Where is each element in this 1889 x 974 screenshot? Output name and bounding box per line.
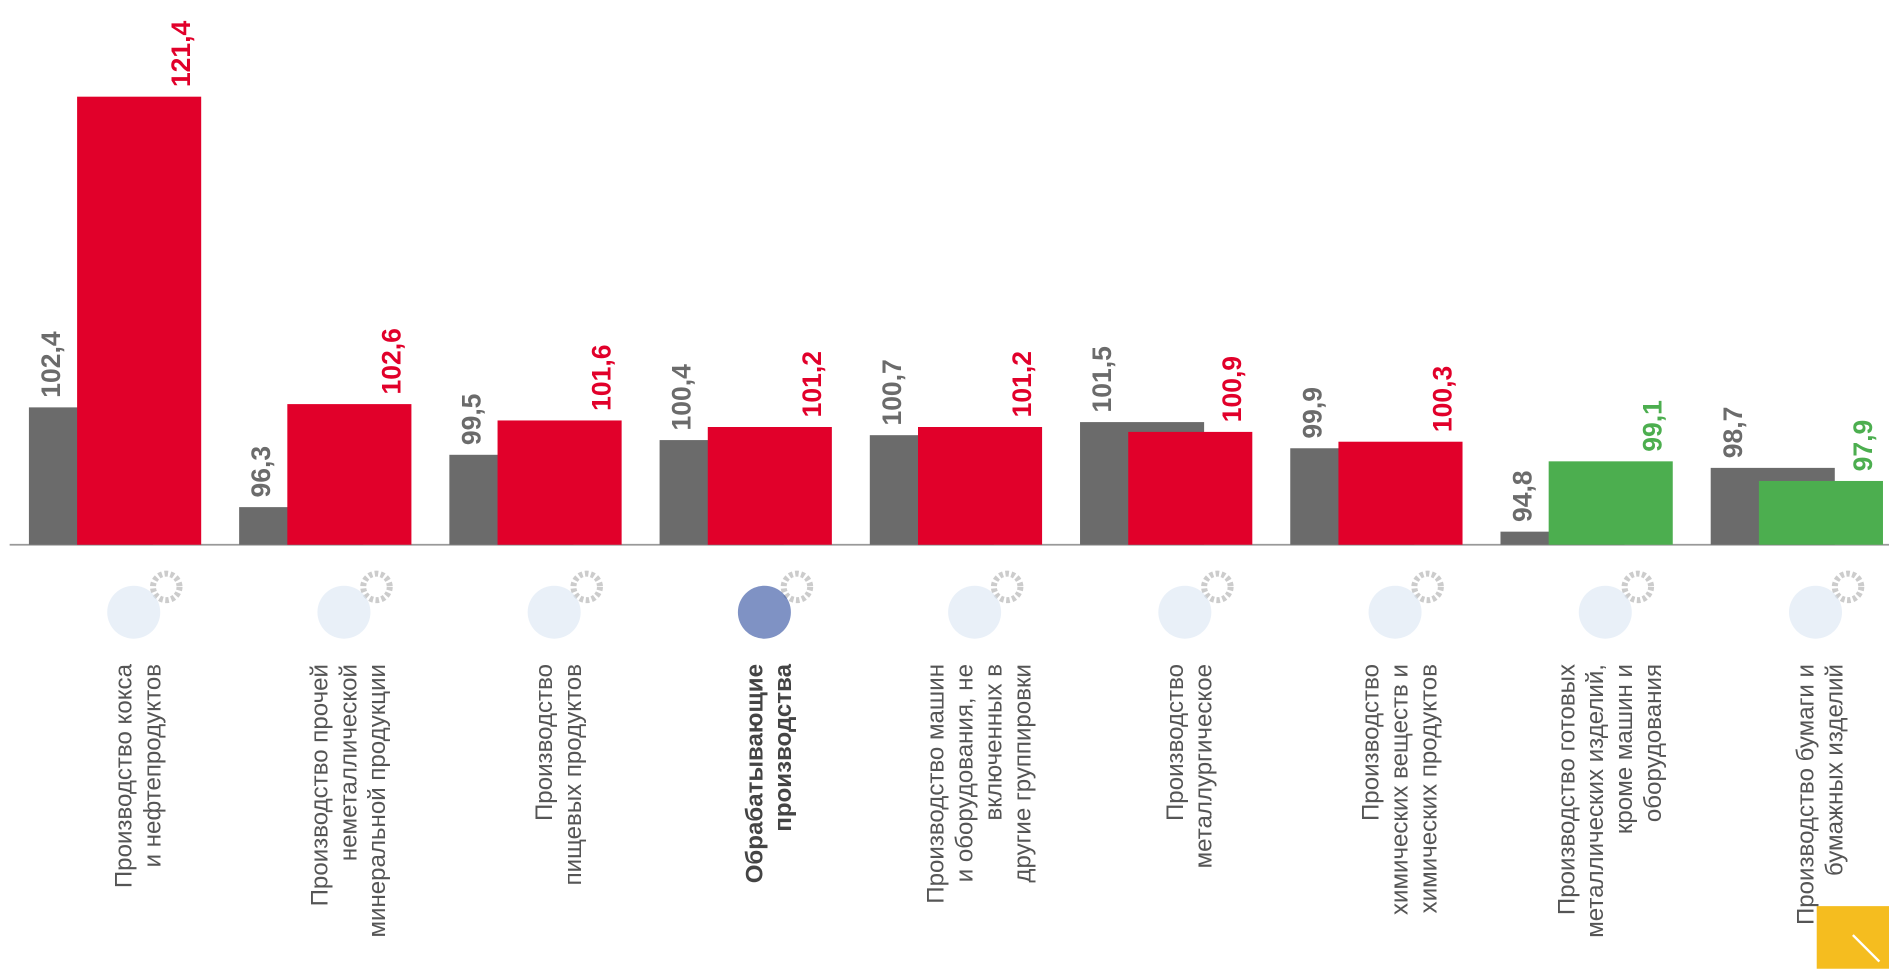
value-label: 121,4 xyxy=(166,20,196,87)
icon xyxy=(737,585,791,639)
category-label: химических веществ и xyxy=(1386,664,1413,915)
category-label: химических продуктов xyxy=(1415,664,1442,913)
category-label: оборудования xyxy=(1640,664,1667,822)
icon xyxy=(1368,585,1422,639)
category-label: Производство кокса xyxy=(111,663,138,888)
category-label: металлических изделий, xyxy=(1582,664,1609,938)
category-label: металлургическое xyxy=(1191,664,1218,868)
category-label: бумажных изделий xyxy=(1821,664,1848,876)
value-label: 97,9 xyxy=(1848,420,1878,472)
value-label: 100,9 xyxy=(1217,356,1247,422)
category-label: Производство xyxy=(531,664,558,821)
category-label: включенных в xyxy=(980,664,1007,821)
icon-gear xyxy=(780,570,814,604)
bar xyxy=(77,96,202,545)
value-label: 100,3 xyxy=(1427,366,1457,432)
icon-gear xyxy=(149,570,183,604)
category-label: Производство xyxy=(1358,664,1385,821)
icon xyxy=(1158,585,1212,639)
category-label: и нефтепродуктов xyxy=(140,664,167,867)
category-label: пищевых продуктов xyxy=(560,664,587,885)
value-label: 98,7 xyxy=(1718,407,1748,459)
bar xyxy=(497,420,622,545)
value-label: 96,3 xyxy=(246,446,276,498)
corner-arrow xyxy=(1852,934,1881,963)
icon-gear xyxy=(1621,570,1655,604)
value-label: 94,8 xyxy=(1508,470,1538,522)
icon xyxy=(317,585,371,639)
icon xyxy=(527,585,581,639)
value-label: 102,4 xyxy=(36,331,66,398)
category-label: Производство машин xyxy=(923,664,950,904)
icon-gear xyxy=(570,570,603,604)
bar xyxy=(287,404,412,545)
value-label: 100,7 xyxy=(877,359,907,425)
bar xyxy=(1338,441,1463,545)
icon-gear xyxy=(1831,570,1865,604)
value-label: 101,2 xyxy=(797,351,827,417)
category-label: другие группировки xyxy=(1009,664,1036,883)
icon xyxy=(948,585,1002,639)
icon-gear xyxy=(360,570,393,604)
icon xyxy=(1789,585,1843,639)
category-label: минеральной продукции xyxy=(364,664,391,938)
category-label: Производство xyxy=(1162,664,1189,821)
icon xyxy=(1578,585,1632,639)
value-label: 102,6 xyxy=(376,328,406,394)
bar xyxy=(1128,431,1253,545)
value-label: 101,2 xyxy=(1007,351,1037,417)
value-label: 99,5 xyxy=(456,394,486,446)
category-label: кроме машин и xyxy=(1611,664,1638,834)
value-label: 99,9 xyxy=(1297,387,1327,439)
icon-gear xyxy=(1411,570,1444,604)
category-label: Обрабатывающие xyxy=(741,664,768,883)
category-label: Производство прочей xyxy=(306,664,333,906)
icon xyxy=(107,585,161,639)
category-label: Производство готовых xyxy=(1553,664,1580,915)
bar xyxy=(1758,480,1883,545)
value-label: 99,1 xyxy=(1638,400,1668,452)
category-label: производства xyxy=(770,663,797,831)
category-label: неметаллической xyxy=(335,664,362,861)
bar xyxy=(707,426,832,545)
category-label: и оборудования, не xyxy=(952,664,979,882)
bar xyxy=(917,426,1043,545)
value-label: 101,5 xyxy=(1087,346,1117,412)
icon-gear xyxy=(990,570,1024,604)
bar xyxy=(1548,461,1673,545)
category-label: Производство бумаги и xyxy=(1792,664,1819,925)
value-label: 101,6 xyxy=(587,344,617,410)
value-label: 100,4 xyxy=(667,364,697,431)
icon-gear xyxy=(1201,570,1234,604)
